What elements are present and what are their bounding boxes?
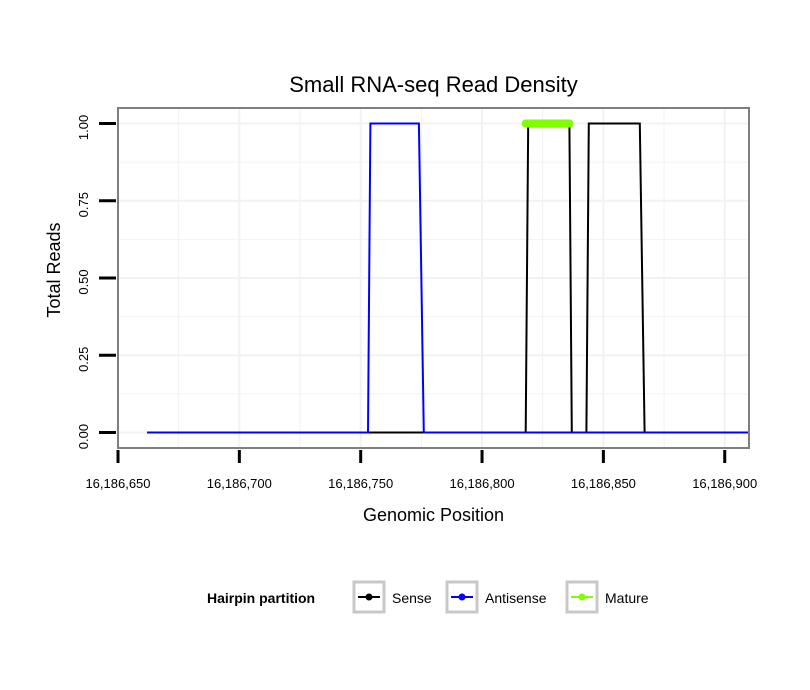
axes: 16,186,650 16,186,700 16,186,750 16,186,800…	[76, 115, 757, 491]
y-tick-label-0: 0.00	[76, 424, 91, 449]
legend-title: Hairpin partition	[207, 590, 315, 606]
legend-key-point-1	[458, 593, 466, 601]
legend-key-point-2	[578, 593, 586, 601]
series-line-antisense	[147, 122, 749, 434]
series-lines	[147, 119, 749, 434]
y-tick-label-3: 0.75	[76, 192, 91, 217]
chart-title: Small RNA-seq Read Density	[289, 72, 578, 97]
legend-key-point-0	[365, 593, 373, 601]
x-tick-label-5: 16,186,900	[692, 476, 757, 491]
legend-label-2: Mature	[605, 590, 649, 606]
y-tick-label-1: 0.25	[76, 347, 91, 372]
y-axis-title: Total Reads	[44, 222, 64, 317]
y-tick-label-2: 0.50	[76, 269, 91, 294]
x-tick-label-2: 16,186,750	[328, 476, 393, 491]
legend-label-1: Antisense	[485, 590, 547, 606]
x-tick-label-3: 16,186,800	[449, 476, 514, 491]
y-tick-label-4: 1.00	[76, 115, 91, 140]
grid	[117, 108, 749, 448]
legend: Hairpin partition Sense Antisense Mature	[207, 580, 649, 614]
x-tick-label-0: 16,186,650	[85, 476, 150, 491]
legend-label-0: Sense	[392, 590, 432, 606]
plot-panel-border	[117, 107, 750, 449]
x-tick-label-1: 16,186,700	[207, 476, 272, 491]
x-axis-title: Genomic Position	[363, 505, 504, 525]
x-tick-label-4: 16,186,850	[571, 476, 636, 491]
